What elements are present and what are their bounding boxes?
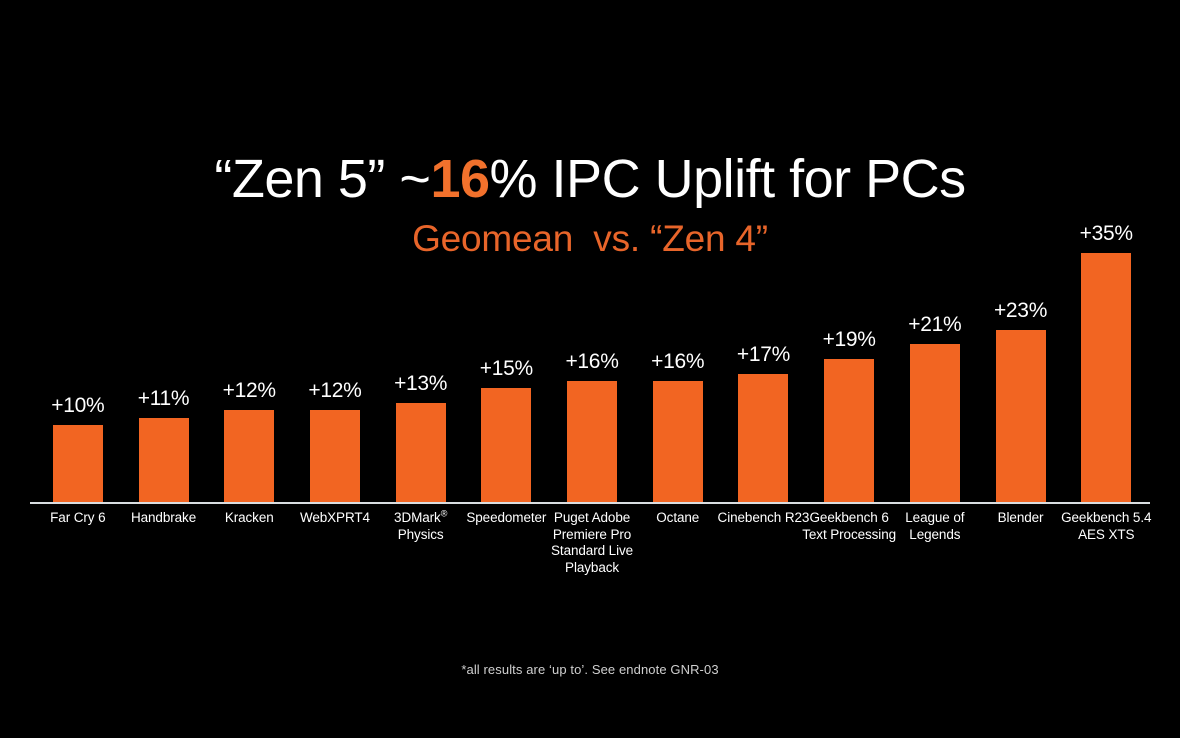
bar-group: +35%: [1063, 222, 1149, 502]
bar-value-label: +15%: [479, 357, 533, 381]
title-accent-value: 16: [430, 149, 490, 209]
bar-group: +19%: [806, 222, 892, 502]
bar-group: +12%: [292, 222, 378, 502]
bar-value-label: +13%: [394, 372, 448, 396]
bar: [909, 344, 960, 502]
title-part1: “Zen 5” ~: [214, 149, 431, 209]
bar-value-label: +12%: [222, 379, 276, 403]
bar-value-label: +17%: [736, 342, 790, 366]
bar: [481, 388, 532, 502]
bar-value-label: +12%: [308, 379, 362, 403]
bar: [824, 359, 875, 502]
x-axis-category-label: Blender: [997, 510, 1044, 525]
bar: [1081, 253, 1132, 502]
x-axis-category-label: League of Legends: [905, 510, 965, 542]
page-subtitle: Geomean vs. “Zen 4”: [412, 218, 768, 259]
bar: [138, 417, 189, 502]
bar: [995, 329, 1046, 502]
bar: [395, 403, 446, 502]
title-block: “Zen 5” ~16% IPC Uplift for PCs Geomean …: [0, 152, 1180, 257]
bar: [224, 410, 275, 502]
bar-group: +13%: [378, 222, 464, 502]
x-axis-category-label: Geekbench 5.4 AES XTS: [1061, 510, 1152, 542]
bar-value-label: +16%: [565, 350, 619, 374]
bar-value-label: +21%: [908, 313, 962, 337]
bar-group: +10%: [35, 222, 121, 502]
title-part2: % IPC Uplift for PCs: [489, 149, 967, 209]
x-axis-category-label: Octane: [656, 510, 700, 525]
bar: [567, 381, 618, 502]
bar-value-label: +10%: [51, 394, 105, 417]
bar-group: +11%: [121, 222, 207, 502]
x-axis-category-label: Speedometer: [466, 510, 547, 525]
bar-group: +16%: [549, 222, 635, 502]
bar: [738, 373, 789, 502]
x-axis-category-label: 3DMark® Physics: [394, 508, 448, 542]
x-axis-category-label: Puget Adobe Premiere Pro Standard Live Play…: [551, 510, 634, 575]
bar-group: +17%: [721, 222, 807, 502]
bar-group: +21%: [892, 222, 978, 502]
bar-value-label: +11%: [137, 386, 190, 410]
bar-value-label: +16%: [651, 350, 705, 374]
bar-group: +12%: [206, 222, 292, 502]
bar-value-label: +35%: [1079, 222, 1133, 245]
x-axis-category-label: Handbrake: [130, 510, 197, 525]
page-title: “Zen 5” ~16% IPC Uplift for PCs: [0, 152, 1180, 206]
bar-value-label: +23%: [993, 298, 1048, 322]
footnote: *all results are ‘up to’. See endnote GN…: [461, 662, 719, 677]
registered-mark: ®: [440, 508, 448, 519]
x-axis-category-label: WebXPRT4: [299, 510, 370, 525]
bar-group: +16%: [635, 222, 721, 502]
bar-group: +23%: [978, 222, 1064, 502]
x-axis-category-label: Cinebench R23: [717, 510, 810, 525]
x-axis-line: [30, 502, 1150, 504]
bar: [52, 425, 103, 502]
x-axis-category-label: Kracken: [224, 510, 274, 525]
x-axis-category-label: Geekbench 6 Text Processing: [802, 510, 897, 542]
bar-value-label: +19%: [822, 328, 876, 352]
bar: [652, 381, 703, 502]
bar-group: +15%: [464, 222, 550, 502]
bar: [309, 410, 360, 502]
x-axis-category-label: Far Cry 6: [50, 510, 106, 525]
